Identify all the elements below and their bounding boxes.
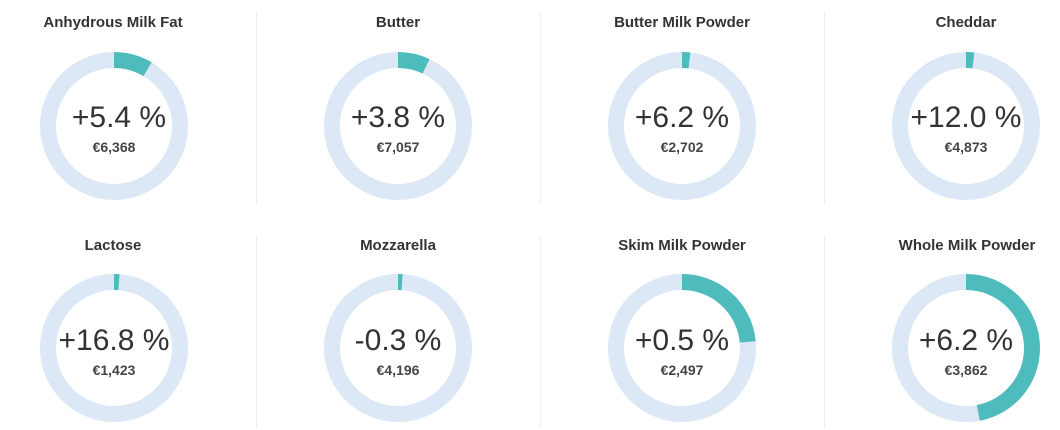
gauge-title: Anhydrous Milk Fat [43,14,183,31]
gauge-price: €2,497 [660,362,704,378]
gauge-svg [608,52,756,200]
gauge-ring [322,272,474,424]
gauge-title: Lactose [84,237,142,254]
gauge-title: Whole Milk Powder [898,237,1036,254]
gauge-title: Butter [375,14,421,31]
gauge-card: Lactose +16.8 % €1,423 [0,215,256,430]
gauge-fill-arc [324,52,472,200]
gauge-fill-arc [892,52,1040,200]
gauge-percent: +5.4 % [71,101,167,134]
gauge-card: Mozzarella -0.3 % €4,196 [256,215,540,430]
gauge-svg [40,52,188,200]
gauge-title: Mozzarella [360,237,436,254]
gauge-card: Skim Milk Powder +0.5 % €2,497 [540,215,824,430]
gauge-fill-arc [40,274,188,422]
gauge-fill-arc [608,274,756,422]
gauge-svg [892,52,1040,200]
gauge-price: €1,423 [92,362,136,378]
gauge-ring [890,50,1042,202]
gauge-ring [38,272,190,424]
column-divider [540,12,541,204]
gauge-card: Whole Milk Powder +6.2 % €3,862 [824,215,1060,430]
gauge-percent: +12.0 % [910,101,1022,134]
gauge-svg [40,274,188,422]
gauge-ring [606,50,758,202]
gauge-svg [608,274,756,422]
gauge-ring [890,272,1042,424]
gauge-card: Anhydrous Milk Fat +5.4 % €6,368 [0,0,256,215]
gauge-price: €3,862 [944,362,988,378]
gauge-svg [892,274,1040,422]
gauge-card: Butter Milk Powder +6.2 % €2,702 [540,0,824,215]
gauge-card: Cheddar +12.0 % €4,873 [824,0,1060,215]
gauge-price: €4,873 [944,139,988,155]
gauge-percent: -0.3 % [354,324,442,357]
gauge-percent: +6.2 % [918,324,1014,357]
gauge-percent: +0.5 % [634,324,730,357]
column-divider [824,236,825,428]
gauge-price: €2,702 [660,139,704,155]
gauge-fill-arc [40,52,188,200]
gauge-fill-arc [892,274,1040,422]
gauge-svg [324,52,472,200]
gauge-percent: +16.8 % [58,324,170,357]
gauge-fill-arc [608,52,756,200]
gauge-ring [38,50,190,202]
gauge-title: Cheddar [935,14,997,31]
gauge-title: Butter Milk Powder [614,14,750,31]
column-divider [540,236,541,428]
gauge-card: Butter +3.8 % €7,057 [256,0,540,215]
gauge-price: €7,057 [376,139,420,155]
gauge-price: €6,368 [92,139,136,155]
gauge-ring [606,272,758,424]
column-divider [256,12,257,204]
gauge-ring [322,50,474,202]
gauge-price: €4,196 [376,362,420,378]
gauge-svg [324,274,472,422]
gauge-fill-arc [324,274,472,422]
column-divider [824,12,825,204]
gauge-title: Skim Milk Powder [618,237,746,254]
gauge-percent: +3.8 % [350,101,446,134]
gauge-percent: +6.2 % [634,101,730,134]
column-divider [256,236,257,428]
